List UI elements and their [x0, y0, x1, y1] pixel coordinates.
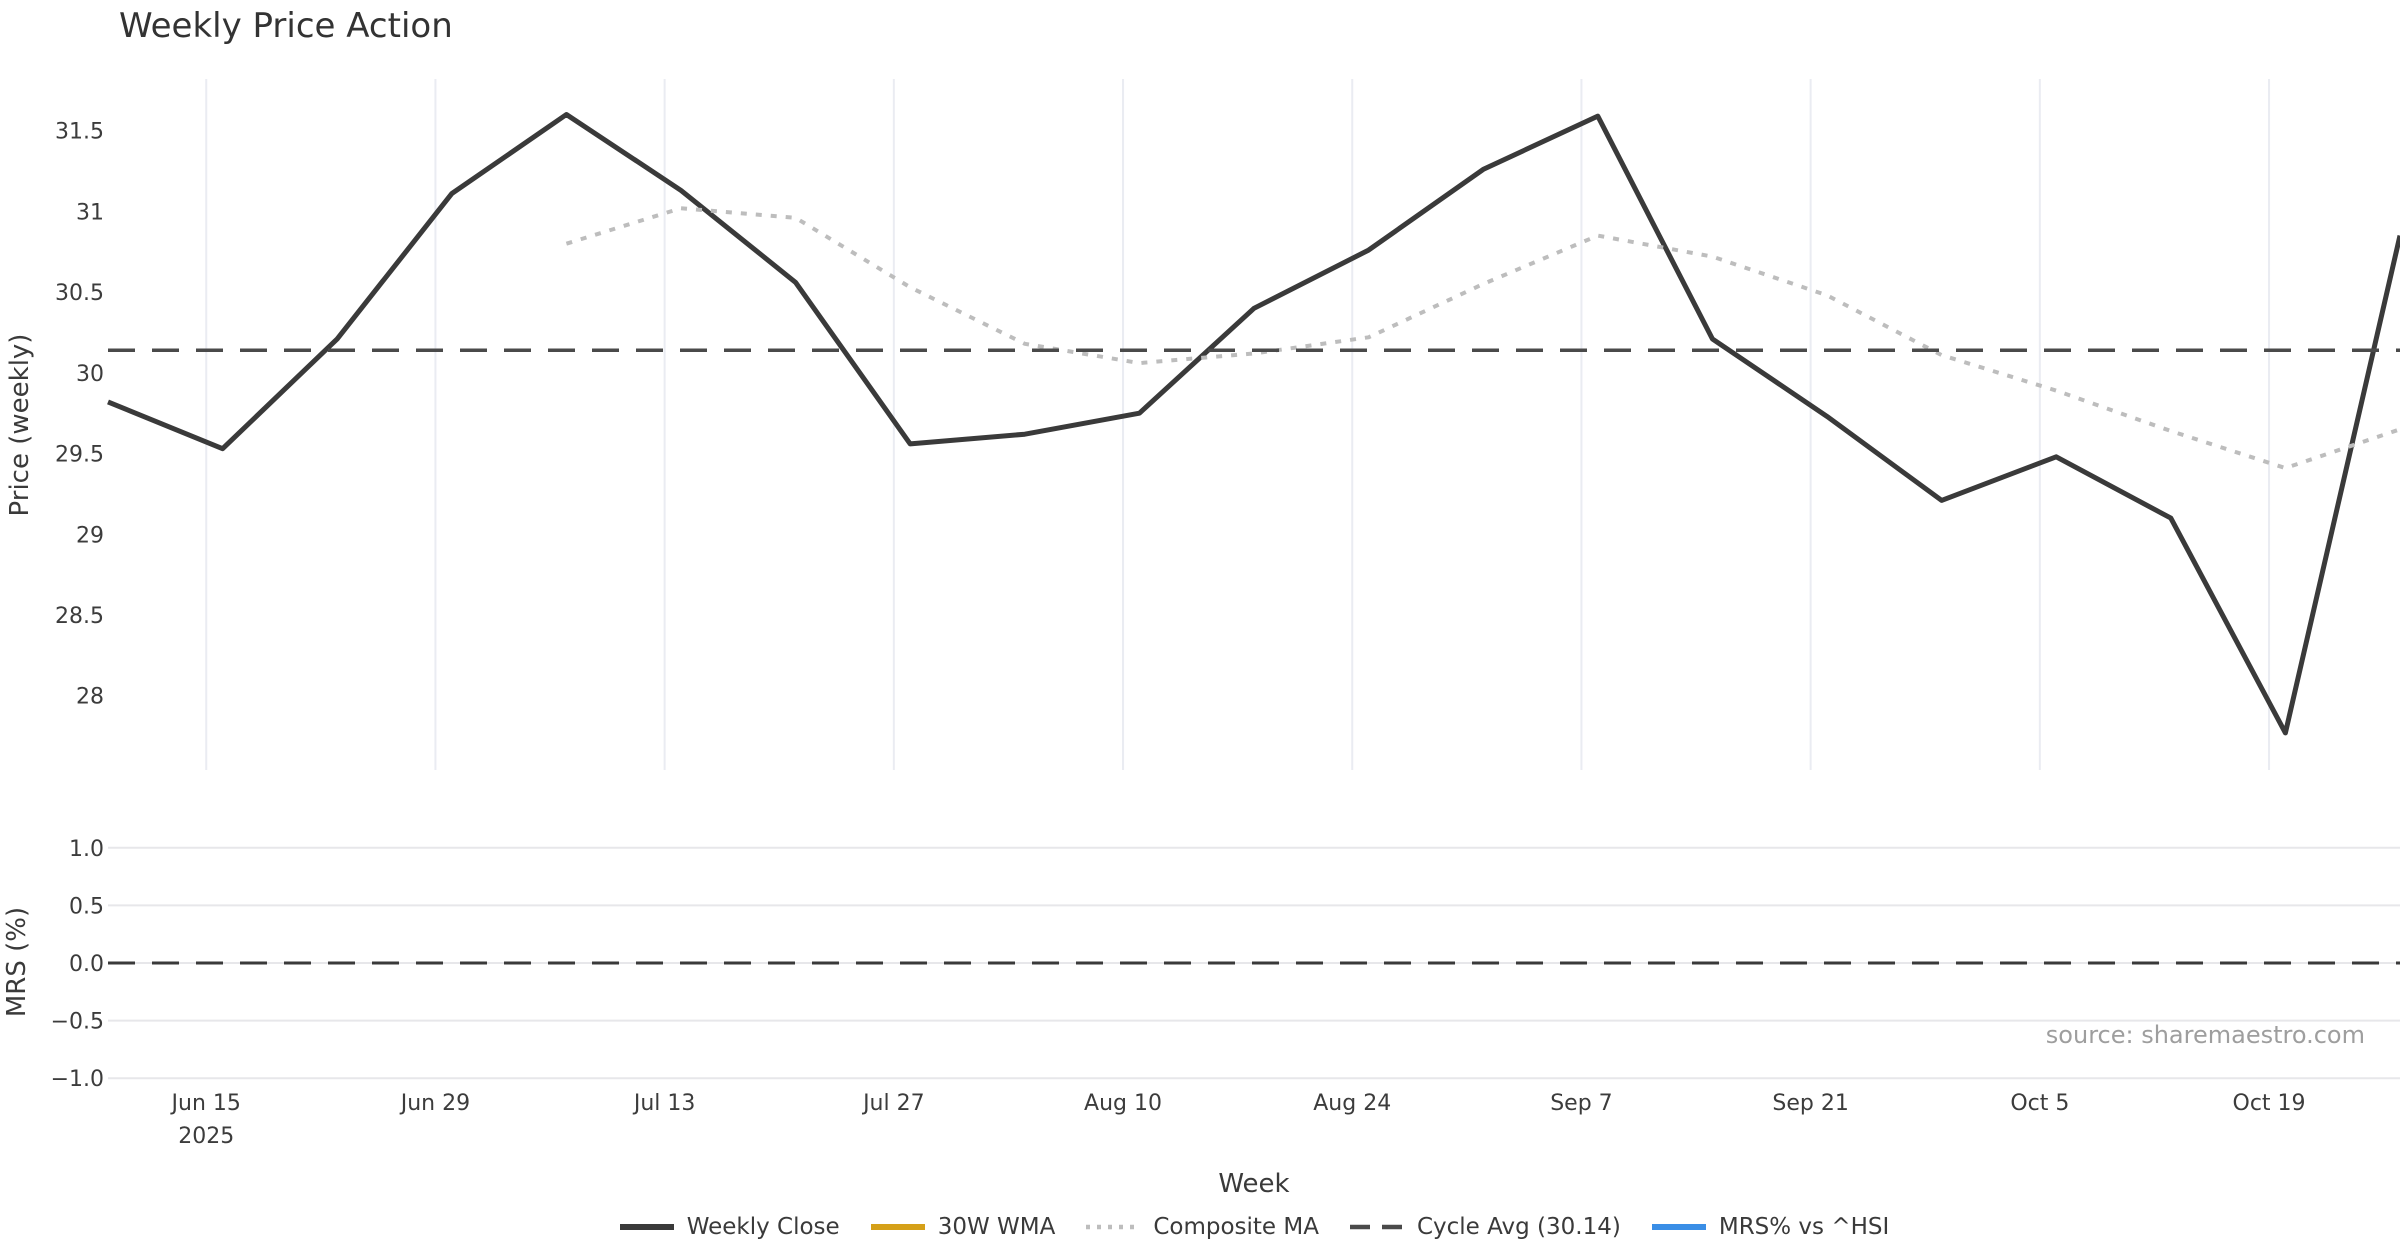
legend-label: Cycle Avg (30.14) [1416, 1214, 1621, 1240]
price-y-tick-label: 28 [76, 685, 104, 710]
price-y-tick-label: 29.5 [55, 443, 104, 468]
price-y-tick-label: 31.5 [55, 120, 104, 145]
legend-label: Composite MA [1153, 1214, 1319, 1240]
mrs-y-tick-label: 0.5 [69, 894, 104, 919]
legend-swatch-icon [619, 1224, 674, 1230]
price-y-tick-label: 28.5 [55, 604, 104, 629]
x-tick-label: Oct 19 [2233, 1091, 2306, 1116]
x-tick-label: Sep 7 [1550, 1091, 1612, 1116]
legend-item-30w-wma: 30W WMA [870, 1214, 1056, 1240]
x-tick-label: Aug 10 [1084, 1091, 1162, 1116]
x-tick-year-label: 2025 [178, 1124, 234, 1149]
chart-title: Weekly Price Action [119, 6, 453, 46]
price-y-tick-label: 30.5 [55, 281, 104, 306]
x-tick-label: Jul 27 [861, 1091, 925, 1116]
legend-item-weekly-close: Weekly Close [619, 1214, 840, 1240]
series-line-weekly-close [107, 112, 2400, 736]
price-y-tick-label: 31 [76, 200, 104, 225]
legend-item-mrs-vs-hsi: MRS% vs ^HSI [1651, 1214, 1889, 1240]
mrs-y-tick-label: −0.5 [51, 1010, 104, 1035]
price-y-tick-label: 30 [76, 362, 104, 387]
mrs-y-tick-label: 1.0 [69, 837, 104, 862]
mrs-y-tick-label: −1.0 [51, 1067, 104, 1092]
x-tick-label: Sep 21 [1772, 1091, 1848, 1116]
legend-swatch-icon [870, 1224, 925, 1230]
legend-item-cycle-avg-30-14-: Cycle Avg (30.14) [1349, 1214, 1621, 1240]
price-y-tick-label: 29 [76, 523, 104, 548]
legend-label: MRS% vs ^HSI [1718, 1214, 1890, 1240]
legend-swatch-icon [1651, 1224, 1706, 1230]
x-axis-label: Week [1218, 1169, 1290, 1199]
mrs-y-tick-label: 0.0 [69, 952, 104, 977]
x-tick-label: Jul 13 [632, 1091, 696, 1116]
x-tick-label: Aug 24 [1313, 1091, 1391, 1116]
x-tick-label: Oct 5 [2010, 1091, 2069, 1116]
x-tick-label: Jun 29 [399, 1091, 470, 1116]
x-tick-label: Jun 15 [170, 1091, 241, 1116]
legend: Weekly Close 30W WMA Composite MA Cycle Avg… [108, 1214, 2400, 1240]
legend-swatch-icon [1349, 1224, 1404, 1230]
legend-swatch-icon [1086, 1224, 1141, 1230]
series-line-composite-ma [565, 206, 2400, 471]
legend-label: Weekly Close [686, 1214, 840, 1240]
legend-label: 30W WMA [937, 1214, 1056, 1240]
source-credit: source: sharemaestro.com [2045, 1021, 2365, 1049]
legend-item-composite-ma: Composite MA [1085, 1214, 1319, 1240]
